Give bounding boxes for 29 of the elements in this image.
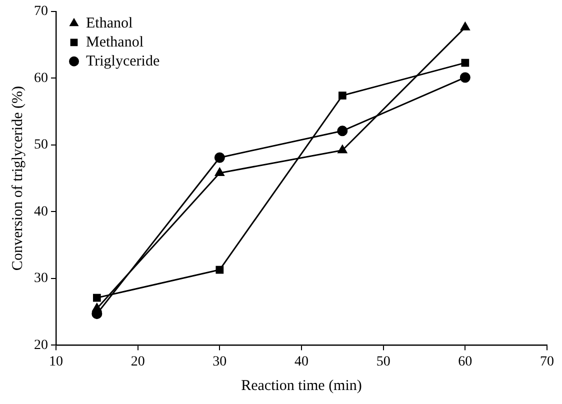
point bbox=[337, 126, 348, 136]
point bbox=[460, 72, 470, 83]
point bbox=[461, 58, 470, 67]
x-tick-label: 70 bbox=[540, 354, 554, 370]
y-tick-label: 30 bbox=[34, 271, 48, 286]
x-tick-label: 50 bbox=[376, 354, 390, 370]
x-tick-label: 30 bbox=[212, 354, 227, 370]
x-tick-label: 40 bbox=[294, 354, 308, 370]
x-tick-label: 10 bbox=[49, 354, 63, 370]
x-axis-title: Reaction time (min) bbox=[241, 378, 362, 394]
point bbox=[92, 303, 102, 312]
y-tick-label: 20 bbox=[34, 338, 48, 353]
x-tick-label: 20 bbox=[130, 354, 145, 370]
point bbox=[92, 294, 101, 302]
legend-label: Methanol bbox=[86, 34, 144, 50]
y-axis-title: Conversion of triglyceride (%) bbox=[10, 86, 26, 271]
y-tick-label: 60 bbox=[34, 70, 48, 86]
y-tick-label: 70 bbox=[34, 4, 48, 20]
point bbox=[338, 145, 348, 154]
legend-label: Triglyceride bbox=[86, 53, 160, 70]
point bbox=[216, 266, 224, 274]
legend-label: Ethanol bbox=[86, 15, 133, 32]
point bbox=[214, 152, 225, 163]
point bbox=[460, 22, 470, 30]
y-tick-label: 40 bbox=[34, 204, 48, 220]
point bbox=[215, 168, 224, 176]
y-tick-label: 50 bbox=[34, 138, 48, 153]
x-tick-label: 60 bbox=[458, 354, 472, 370]
point bbox=[338, 92, 346, 100]
